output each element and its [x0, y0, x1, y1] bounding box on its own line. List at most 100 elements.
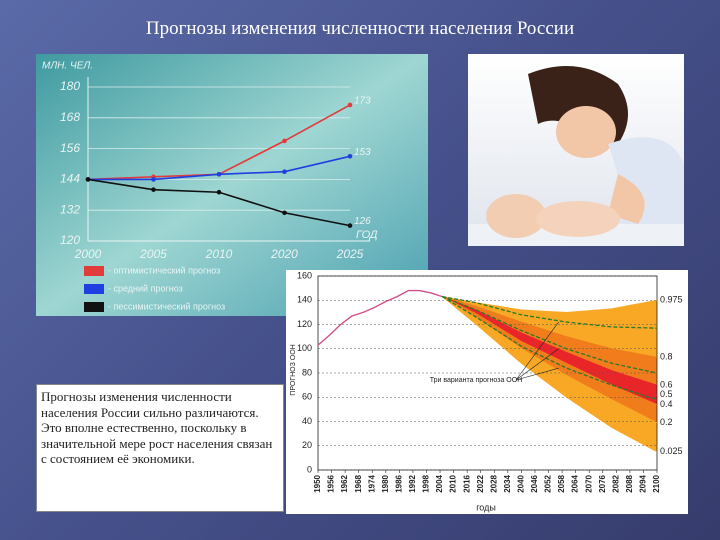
- y-tick-label: 156: [60, 141, 80, 155]
- mother-face: [556, 106, 616, 158]
- quantile-band: [442, 296, 657, 386]
- quantile-line: [442, 296, 658, 358]
- legend-swatch: [84, 284, 104, 294]
- un-variant-line: [441, 296, 658, 401]
- x-tick-label: 1968: [354, 474, 363, 492]
- x-tick-label: 2064: [571, 474, 580, 492]
- quantile-band: [442, 296, 657, 423]
- x-tick-label: 2058: [557, 474, 566, 492]
- x-tick-label: 2076: [598, 474, 607, 492]
- annotation-arrow: [515, 348, 559, 381]
- x-tick-label: 2010: [449, 474, 458, 492]
- legend-swatch: [84, 302, 104, 312]
- y-tick-label: 80: [302, 367, 312, 377]
- y-tick-label: 120: [60, 233, 80, 247]
- quantile-label: 0.4: [660, 399, 673, 409]
- y-tick-label: 60: [302, 392, 312, 402]
- baby-head: [486, 194, 546, 238]
- legend-label: - средний прогноз: [108, 283, 183, 293]
- x-tick-label: 1962: [340, 474, 349, 492]
- x-tick-label: 1980: [381, 474, 390, 492]
- x-tick-label: 2034: [503, 474, 512, 492]
- history-line: [317, 289, 443, 346]
- y-tick-label: 132: [60, 202, 80, 216]
- x-tick-label: 2040: [517, 474, 526, 492]
- legend-label: - пессимистический прогноз: [108, 301, 225, 311]
- x-tick-label: 2020: [270, 247, 298, 261]
- quantile-band: [442, 296, 657, 452]
- x-tick-label: 1992: [408, 474, 417, 492]
- quantile-band: [442, 296, 657, 358]
- quantile-line: [442, 296, 658, 313]
- y-tick-label: 168: [60, 110, 80, 124]
- y-axis-label: МЛН. ЧЕЛ.: [42, 61, 93, 72]
- chart-optimistic: МЛН. ЧЕЛ. 120 132 144 156 168 180 2000 2005 2010 2…: [36, 54, 428, 316]
- annotation: Три варианта прогноза ООН: [430, 377, 523, 384]
- data-point: [282, 138, 287, 144]
- y-tick-label: 0: [307, 464, 312, 474]
- un-variant-line: [442, 295, 658, 329]
- data-point: [282, 210, 287, 216]
- y-tick-label: 140: [297, 295, 312, 305]
- x-tick-label: 2010: [205, 247, 233, 261]
- quantile-line: [442, 296, 658, 453]
- y-tick-label: 180: [60, 79, 80, 93]
- end-value-label: 126: [354, 216, 371, 227]
- x-tick-label: 1998: [422, 474, 431, 492]
- x-tick-label: 2016: [462, 474, 471, 492]
- text-box: Прогнозы изменения численности населения…: [36, 384, 284, 512]
- quantile-band: [442, 296, 657, 395]
- y-tick-label: 40: [302, 416, 312, 426]
- quantile-label: 0.8: [660, 352, 673, 362]
- data-point: [216, 171, 222, 177]
- x-axis-label: годы: [476, 502, 496, 512]
- quantile-label: 0.2: [660, 417, 673, 427]
- x-tick-label: 2070: [584, 474, 593, 492]
- y-tick-label: 160: [297, 270, 312, 280]
- data-point: [347, 154, 353, 159]
- un-variant-line: [442, 296, 658, 374]
- x-tick-label: 2100: [652, 474, 661, 492]
- baby-body: [536, 201, 620, 237]
- end-value-label: 173: [354, 96, 371, 107]
- x-tick-label: 2082: [611, 474, 620, 492]
- x-tick-label: 1956: [327, 474, 336, 492]
- quantile-label: 0.5: [660, 389, 673, 399]
- data-point: [216, 189, 222, 195]
- annotation-arrow: [515, 367, 559, 381]
- x-tick-label: 2028: [489, 474, 498, 492]
- y-tick-label: 120: [297, 319, 312, 329]
- end-value-label: 153: [354, 147, 371, 158]
- x-tick-label: 2004: [435, 474, 444, 492]
- data-point: [347, 223, 353, 228]
- x-tick-label: 1950: [313, 474, 322, 492]
- annotation-arrow: [515, 321, 559, 381]
- x-tick-label: 2005: [139, 247, 167, 261]
- mother-arm: [608, 174, 645, 224]
- quantile-line: [442, 296, 658, 396]
- data-point: [85, 177, 91, 182]
- data-point: [347, 102, 353, 108]
- x-tick-label: 1974: [367, 474, 376, 492]
- x-tick-label: 2022: [476, 474, 485, 492]
- data-point: [151, 177, 156, 182]
- x-tick-label: 2088: [625, 474, 634, 492]
- quantile-label: 0.025: [660, 446, 683, 456]
- quantile-label: 0.975: [660, 295, 683, 305]
- x-tick-label: 2025: [336, 247, 364, 261]
- slide-title: Прогнозы изменения численности населения…: [145, 18, 575, 39]
- photo: [468, 54, 684, 246]
- x-tick-label: 2000: [74, 247, 102, 261]
- x-tick-label: 2046: [530, 474, 539, 492]
- x-tick-label: 2052: [544, 474, 553, 492]
- data-point: [151, 187, 156, 192]
- y-tick-label: 100: [297, 343, 312, 353]
- data-point: [282, 169, 287, 174]
- legend-swatch: [84, 266, 104, 276]
- y-tick-label: 144: [60, 172, 80, 186]
- x-tick-label: 1986: [394, 474, 403, 492]
- chart-un-forecast: 0 2040 60 80 100 120 140 160 1950 1956 1962 1968 197…: [286, 270, 688, 514]
- x-axis-label: ГОД: [356, 229, 378, 241]
- y-axis-label: ПРОГНОЗ ООН: [290, 344, 297, 395]
